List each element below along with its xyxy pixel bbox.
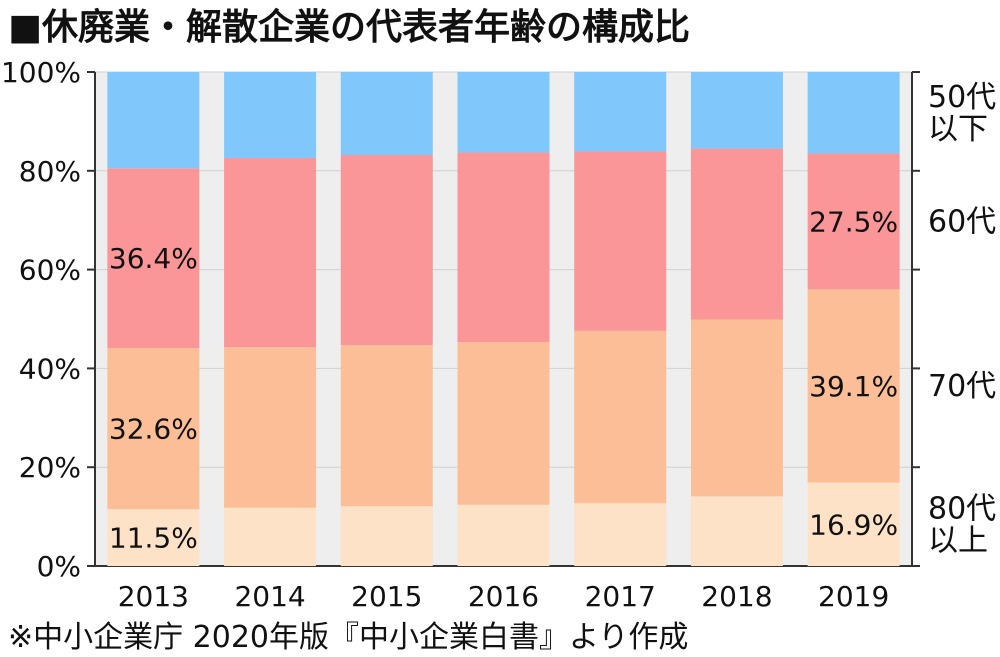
series-label-line: 以上 — [928, 523, 988, 558]
bar-o80-2016 — [457, 504, 550, 566]
bar-s60-2018 — [690, 148, 783, 320]
data-label: 11.5% — [109, 522, 198, 555]
bar-o80-2019 — [807, 482, 900, 566]
y-tick-label: 40% — [19, 352, 81, 385]
data-label: 32.6% — [109, 413, 198, 446]
bar-s70-2013 — [107, 348, 200, 510]
source-note: ※中小企業庁 2020年版『中小企業白書』より作成 — [8, 620, 689, 655]
series-label-line: 70代 — [928, 369, 996, 404]
data-label: 27.5% — [809, 205, 898, 238]
series-label-s70: 70代 — [928, 369, 996, 404]
bar-s70-2017 — [574, 330, 667, 504]
y-tick-label: 0% — [37, 550, 81, 583]
bar-s60-2016 — [457, 152, 550, 343]
bar-s70-2016 — [457, 342, 550, 505]
y-tick-label: 60% — [19, 254, 81, 287]
y-tick-label: 20% — [19, 451, 81, 484]
y-tick-label: 80% — [19, 155, 81, 188]
bar-u50-2016 — [457, 72, 550, 153]
bar-o80-2014 — [224, 507, 317, 566]
series-label-line: 80代 — [928, 491, 996, 526]
series-label-line: 以下 — [928, 112, 988, 147]
bar-o80-2013 — [107, 509, 200, 566]
x-tick-label: 2017 — [585, 580, 656, 613]
series-label-line: 50代 — [928, 80, 996, 115]
bar-o80-2015 — [340, 506, 433, 566]
bar-s70-2018 — [690, 319, 783, 497]
bar-o80-2018 — [690, 496, 783, 566]
data-label: 36.4% — [109, 242, 198, 275]
bar-u50-2014 — [224, 72, 317, 158]
y-tick-label: 100% — [1, 56, 81, 89]
x-tick-label: 2013 — [118, 580, 189, 613]
series-label-s60: 60代 — [928, 204, 996, 239]
data-label: 39.1% — [809, 370, 898, 403]
bar-s70-2019 — [807, 289, 900, 483]
x-tick-label: 2015 — [351, 580, 422, 613]
bar-u50-2018 — [690, 72, 783, 149]
x-tick-label: 2018 — [701, 580, 772, 613]
bar-s60-2014 — [224, 157, 317, 348]
bar-u50-2013 — [107, 72, 200, 169]
bar-u50-2015 — [340, 72, 433, 155]
chart-title: ■休廃業・解散企業の代表者年齢の構成比 — [8, 7, 691, 48]
bar-s70-2015 — [340, 345, 433, 507]
bar-s60-2013 — [107, 168, 200, 349]
bar-u50-2017 — [574, 72, 667, 152]
x-tick-label: 2016 — [468, 580, 539, 613]
data-label: 16.9% — [809, 508, 898, 541]
bar-s70-2014 — [224, 347, 317, 508]
bar-u50-2019 — [807, 72, 900, 154]
series-label-line: 60代 — [928, 204, 996, 239]
x-tick-label: 2019 — [818, 580, 889, 613]
x-tick-label: 2014 — [234, 580, 305, 613]
bar-s60-2017 — [574, 151, 667, 331]
bar-o80-2017 — [574, 503, 667, 566]
series-label-u50: 50代以下 — [928, 80, 996, 147]
bar-s60-2019 — [807, 153, 900, 290]
series-label-o80: 80代以上 — [928, 491, 996, 558]
bar-s60-2015 — [340, 154, 433, 346]
